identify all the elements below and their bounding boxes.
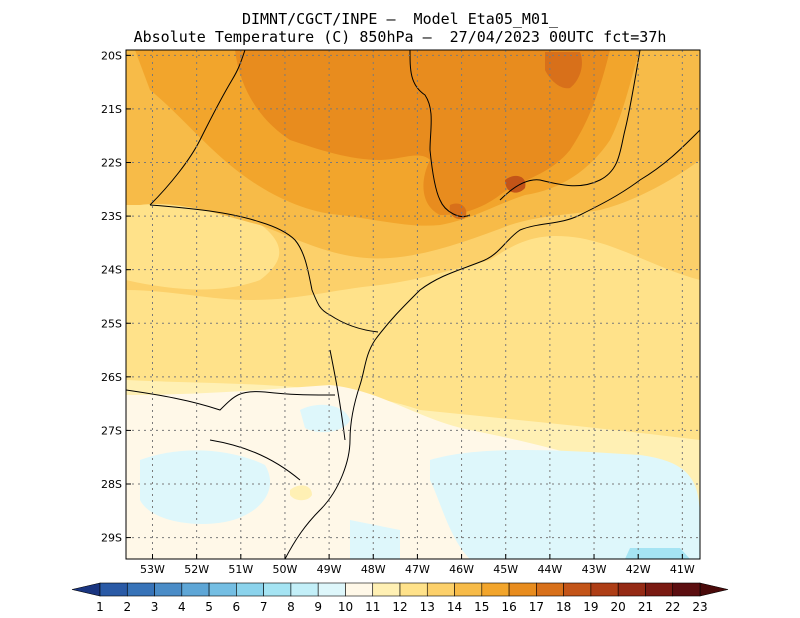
colorbar-swatch [508, 582, 537, 597]
colorbar-under-arrow [71, 582, 101, 597]
colorbar-swatch [426, 582, 455, 597]
colorbar-label: 13 [420, 600, 435, 614]
colorbar-swatch [208, 582, 237, 597]
colorbar-swatch [236, 582, 264, 597]
colorbar-label: 12 [392, 600, 407, 614]
lat-label: 21S [101, 103, 122, 116]
colorbar-swatch [345, 582, 374, 597]
colorbar-swatch [290, 582, 319, 597]
map-frame [125, 49, 701, 560]
colorbar-swatch [263, 582, 292, 597]
lon-label: 51W [228, 563, 253, 576]
colorbar-swatch [126, 582, 155, 597]
lon-label: 53W [140, 563, 165, 576]
colorbar-swatch [399, 582, 428, 597]
colorbar-label: 3 [151, 600, 159, 614]
lat-label: 28S [101, 478, 122, 491]
lat-label: 29S [101, 532, 122, 545]
lon-label: 48W [361, 563, 386, 576]
colorbar-label: 23 [692, 600, 707, 614]
lon-label: 49W [317, 563, 342, 576]
colorbar-swatch [481, 582, 510, 597]
colorbar-swatch [563, 582, 592, 597]
colorbar-label: 15 [474, 600, 489, 614]
colorbar-label: 10 [338, 600, 353, 614]
colorbar-swatch [372, 582, 401, 597]
colorbar-label: 5 [205, 600, 213, 614]
colorbar-label: 2 [123, 600, 131, 614]
lat-label: 22S [101, 157, 122, 170]
lat-label: 20S [101, 49, 122, 62]
colorbar-label: 20 [611, 600, 626, 614]
colorbar-swatch [617, 582, 646, 597]
colorbar-swatch [590, 582, 619, 597]
lon-label: 47W [405, 563, 430, 576]
colorbar-swatch [99, 582, 128, 597]
colorbar-swatch [154, 582, 183, 597]
colorbar-label: 8 [287, 600, 295, 614]
lat-label: 26S [101, 371, 122, 384]
lat-label: 27S [101, 424, 122, 437]
lon-label: 43W [582, 563, 607, 576]
colorbar-label: 21 [638, 600, 653, 614]
title-line-2: Absolute Temperature (C) 850hPa – 27/04/… [133, 28, 667, 46]
lon-label: 42W [626, 563, 651, 576]
colorbar-label: 17 [529, 600, 544, 614]
latitude-labels: 20S 21S 22S 23S 24S 25S 26S 27S 28S 29S [101, 49, 131, 545]
colorbar: 1 2 3 4 5 6 7 8 9 10 11 12 13 14 15 16 17 18 19 20 21 22 23 [71, 582, 729, 614]
colorbar-label: 7 [260, 600, 268, 614]
lat-label: 24S [101, 264, 122, 277]
colorbar-label: 18 [556, 600, 571, 614]
colorbar-swatch [181, 582, 210, 597]
colorbar-label: 4 [178, 600, 186, 614]
boundaries [126, 50, 700, 559]
temperature-field [126, 50, 700, 559]
lon-label: 50W [273, 563, 298, 576]
lon-label: 46W [449, 563, 474, 576]
colorbar-label: 6 [233, 600, 241, 614]
colorbar-label: 19 [583, 600, 598, 614]
lat-label: 25S [101, 317, 122, 330]
colorbar-label: 22 [665, 600, 680, 614]
colorbar-label: 16 [501, 600, 516, 614]
colorbar-swatch [317, 582, 346, 597]
lon-label: 44W [537, 563, 562, 576]
colorbar-label: 14 [447, 600, 462, 614]
colorbar-over-arrow [699, 582, 729, 597]
map-gridlines [126, 50, 700, 559]
lon-label: 45W [493, 563, 518, 576]
lat-label: 23S [101, 210, 122, 223]
colorbar-swatch [536, 582, 564, 597]
lon-label: 41W [670, 563, 695, 576]
longitude-labels: 53W 52W 51W 50W 49W 48W 47W 46W 45W 44W 43W 42W 41W [140, 554, 695, 576]
colorbar-label: 1 [96, 600, 104, 614]
lon-label: 52W [184, 563, 209, 576]
title-line-1: DIMNT/CGCT/INPE – Model Eta05_M01_ [241, 10, 559, 28]
colorbar-swatch [454, 582, 483, 597]
colorbar-label: 11 [365, 600, 380, 614]
colorbar-swatch [645, 582, 674, 597]
colorbar-label: 9 [314, 600, 322, 614]
colorbar-swatch [672, 582, 701, 597]
